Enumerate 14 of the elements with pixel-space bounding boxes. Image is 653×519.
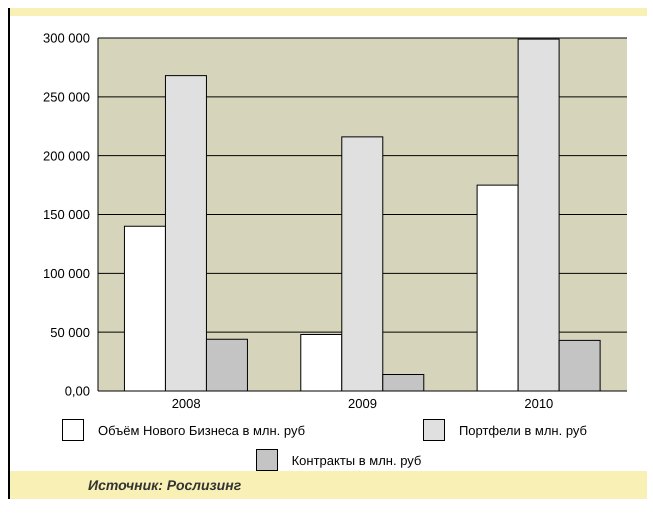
x-tick-label: 2008 bbox=[172, 396, 201, 412]
legend-label: Портфели в млн. руб bbox=[458, 422, 587, 438]
legend-label: Объём Нового Бизнеса в млн. руб bbox=[98, 422, 306, 438]
y-tick-label: 50 000 bbox=[50, 324, 90, 340]
x-tick-label: 2010 bbox=[524, 396, 554, 412]
y-tick-label: 200 000 bbox=[43, 148, 90, 164]
y-tick-label: 150 000 bbox=[43, 207, 90, 222]
y-tick-label: 300 000 bbox=[43, 30, 90, 46]
x-tick-label: 2009 bbox=[348, 396, 377, 412]
y-tick-label: 100 000 bbox=[43, 266, 90, 281]
y-tick-label: 0,00 bbox=[64, 384, 90, 399]
legend-label: Контракты в млн. руб bbox=[292, 452, 422, 468]
y-tick-label: 250 000 bbox=[43, 89, 90, 104]
text: Источник: Рослизинг bbox=[10, 471, 647, 499]
